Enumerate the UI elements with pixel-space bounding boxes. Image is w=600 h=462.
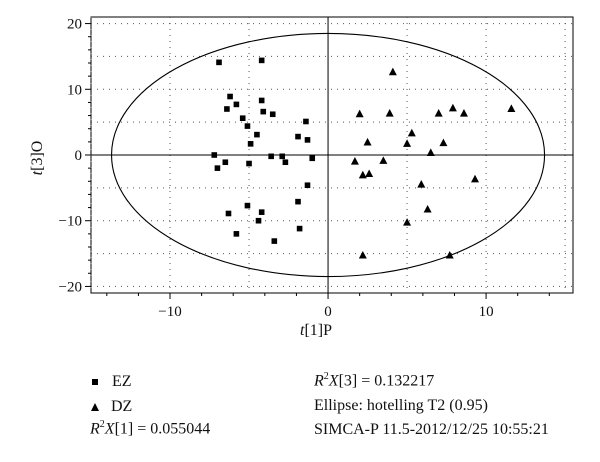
y-tick-label: 20 xyxy=(67,17,82,33)
y-ticks: −20 −10 0 10 20 xyxy=(59,17,91,295)
point-ez xyxy=(254,131,260,138)
legend-label-dz: DZ xyxy=(111,398,133,415)
point-dz xyxy=(445,250,454,259)
hotelling-ellipse xyxy=(110,32,546,278)
point-ez xyxy=(260,108,267,115)
point-ez xyxy=(258,57,265,64)
point-ez xyxy=(295,133,301,140)
point-ez xyxy=(309,155,316,162)
r2x1-value: = 0.055044 xyxy=(137,420,211,438)
point-dz xyxy=(355,109,364,118)
points-layer xyxy=(211,57,516,259)
point-ez xyxy=(268,153,274,160)
point-dz xyxy=(403,139,412,147)
point-dz xyxy=(507,104,516,112)
software-note: SIMCA-P 11.5-2012/12/25 10:55:21 xyxy=(314,421,549,438)
point-ez xyxy=(282,159,289,166)
point-ez xyxy=(247,141,254,147)
point-dz xyxy=(379,156,388,164)
point-ez xyxy=(244,202,251,209)
x-axis-label: t[1]P xyxy=(300,322,332,339)
y-tick-label: 0 xyxy=(75,148,83,164)
point-ez xyxy=(244,123,251,129)
point-ez xyxy=(211,152,218,158)
point-ez xyxy=(258,209,265,215)
square-marker-icon xyxy=(92,379,98,385)
point-ez xyxy=(233,231,240,237)
ellipse-note: Ellipse: hotelling T2 (0.95) xyxy=(314,397,488,414)
point-dz xyxy=(358,170,367,179)
legend-label-ez: EZ xyxy=(112,373,132,390)
point-ez xyxy=(255,217,262,224)
point-dz xyxy=(350,156,359,165)
point-ez xyxy=(224,106,230,112)
y-tick-label: −20 xyxy=(59,279,82,295)
point-dz xyxy=(403,218,412,226)
point-dz xyxy=(423,204,432,213)
legend-item-ez: EZ xyxy=(92,373,132,391)
y-tick-label: 10 xyxy=(67,82,82,98)
point-dz xyxy=(439,138,448,147)
point-ez xyxy=(296,225,303,232)
point-dz xyxy=(363,137,372,146)
point-dz xyxy=(448,103,457,112)
point-ez xyxy=(304,137,311,143)
r2x3-annotation: R2X[3] = 0.132217 xyxy=(314,371,435,390)
point-dz xyxy=(358,250,367,259)
point-ez xyxy=(271,238,278,244)
x-tick-label: 10 xyxy=(479,304,494,320)
point-ez xyxy=(258,97,265,104)
hotelling-ellipse-layer xyxy=(110,32,546,278)
x-tick-label: 0 xyxy=(324,304,332,320)
point-dz xyxy=(365,169,374,178)
point-dz xyxy=(417,179,426,188)
point-ez xyxy=(227,93,233,100)
point-dz xyxy=(388,67,397,76)
x-ticks: −10 0 10 xyxy=(106,293,550,320)
point-dz xyxy=(434,109,443,117)
point-dz xyxy=(459,109,468,117)
legend-item-dz: DZ xyxy=(91,398,132,416)
point-ez xyxy=(304,182,311,189)
point-ez xyxy=(239,115,246,121)
x-tick-label: −10 xyxy=(158,304,181,320)
zero-lines xyxy=(91,17,573,293)
r2x1-annotation: R2X[1] = 0.055044 xyxy=(90,419,211,438)
point-ez xyxy=(214,165,221,171)
point-dz xyxy=(471,174,480,183)
point-ez xyxy=(246,160,252,167)
y-tick-label: −10 xyxy=(59,214,82,230)
point-ez xyxy=(233,101,240,108)
point-ez xyxy=(222,159,229,166)
y-axis-label: t[3]O xyxy=(29,141,46,176)
point-ez xyxy=(225,210,232,217)
point-dz xyxy=(385,109,394,117)
r2x3-value: = 0.132217 xyxy=(361,372,435,390)
point-ez xyxy=(269,111,276,118)
point-ez xyxy=(303,118,309,125)
point-dz xyxy=(407,128,416,137)
point-ez xyxy=(279,153,286,160)
triangle-marker-icon xyxy=(91,403,99,411)
point-ez xyxy=(216,59,222,66)
point-dz xyxy=(426,148,435,157)
point-ez xyxy=(295,198,301,205)
